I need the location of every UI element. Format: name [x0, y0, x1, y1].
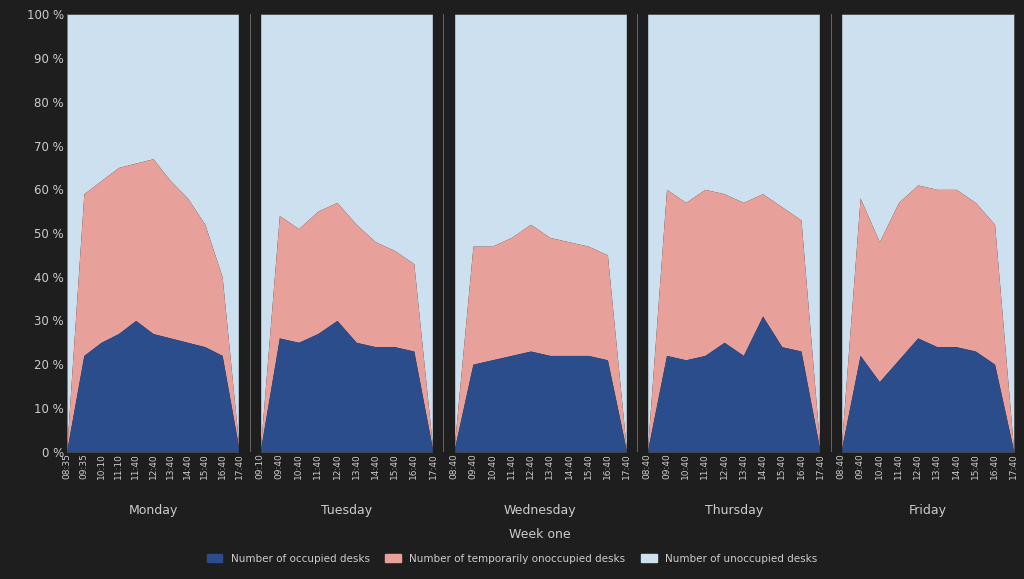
Text: Friday: Friday	[908, 504, 946, 518]
Text: Week one: Week one	[509, 528, 571, 541]
Text: Monday: Monday	[128, 504, 178, 518]
Text: Thursday: Thursday	[705, 504, 763, 518]
Legend: Number of occupied desks, Number of temporarily onoccupied desks, Number of unoc: Number of occupied desks, Number of temp…	[203, 549, 821, 568]
Text: Wednesday: Wednesday	[504, 504, 577, 518]
Text: Tuesday: Tuesday	[321, 504, 372, 518]
